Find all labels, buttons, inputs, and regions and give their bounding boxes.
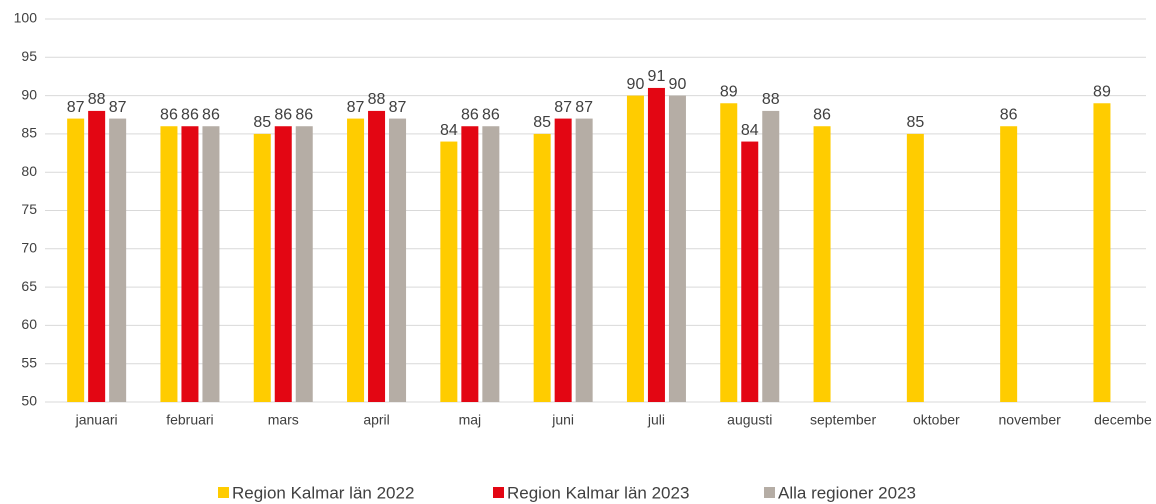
x-tick-label: maj bbox=[459, 412, 482, 428]
bar bbox=[1093, 103, 1111, 402]
value-label: 87 bbox=[109, 99, 127, 116]
y-tick-label: 90 bbox=[21, 86, 37, 102]
y-tick-label: 60 bbox=[21, 316, 37, 332]
legend-swatch bbox=[493, 487, 504, 498]
x-tick-label: november bbox=[999, 412, 1062, 428]
bar bbox=[668, 95, 686, 402]
x-tick-label: februari bbox=[166, 412, 213, 428]
bar bbox=[533, 133, 551, 402]
bar bbox=[575, 118, 593, 402]
value-label: 86 bbox=[295, 106, 313, 123]
bar bbox=[347, 118, 365, 402]
value-label: 86 bbox=[274, 106, 292, 123]
value-label: 85 bbox=[906, 114, 924, 131]
value-label: 86 bbox=[160, 106, 178, 123]
value-label: 88 bbox=[368, 91, 386, 108]
value-label: 87 bbox=[67, 99, 85, 116]
y-tick-label: 80 bbox=[21, 163, 37, 179]
value-label: 86 bbox=[202, 106, 220, 123]
value-label: 91 bbox=[648, 68, 666, 85]
bar bbox=[67, 118, 85, 402]
legend-label: Region Kalmar län 2023 bbox=[507, 483, 689, 502]
x-tick-label: augusti bbox=[727, 412, 772, 428]
legend-label: Region Kalmar län 2022 bbox=[232, 483, 414, 502]
bar bbox=[906, 133, 924, 402]
bar bbox=[626, 95, 644, 402]
bar bbox=[368, 110, 386, 403]
legend-label: Alla regioner 2023 bbox=[778, 483, 916, 502]
x-tick-label: oktober bbox=[913, 412, 960, 428]
y-tick-label: 100 bbox=[14, 10, 38, 26]
bar bbox=[720, 103, 738, 402]
value-label: 86 bbox=[181, 106, 199, 123]
x-tick-label: decembe bbox=[1094, 412, 1152, 428]
y-tick-label: 85 bbox=[21, 125, 37, 141]
bar bbox=[741, 141, 759, 402]
value-label: 84 bbox=[741, 122, 759, 139]
y-tick-label: 65 bbox=[21, 278, 37, 294]
bar bbox=[813, 126, 831, 403]
bar bbox=[88, 110, 106, 403]
value-label: 85 bbox=[253, 114, 271, 131]
bar bbox=[160, 126, 178, 403]
bar bbox=[389, 118, 407, 402]
value-label: 87 bbox=[389, 99, 407, 116]
bar bbox=[440, 141, 458, 402]
x-tick-label: mars bbox=[268, 412, 299, 428]
bar bbox=[274, 126, 292, 403]
value-label: 89 bbox=[720, 83, 738, 100]
value-label: 87 bbox=[575, 99, 593, 116]
x-tick-label: april bbox=[363, 412, 389, 428]
bar bbox=[109, 118, 127, 402]
value-label: 84 bbox=[440, 122, 458, 139]
y-tick-label: 55 bbox=[21, 354, 37, 370]
value-label: 90 bbox=[669, 76, 687, 93]
bar bbox=[461, 126, 479, 403]
bar bbox=[181, 126, 199, 403]
bar bbox=[253, 133, 271, 402]
bar bbox=[647, 87, 665, 402]
x-tick-label: september bbox=[810, 412, 876, 428]
value-label: 86 bbox=[1000, 106, 1018, 123]
bar bbox=[295, 126, 313, 403]
bar bbox=[202, 126, 220, 403]
y-tick-label: 75 bbox=[21, 201, 37, 217]
value-label: 86 bbox=[813, 106, 831, 123]
x-tick-label: januari bbox=[75, 412, 118, 428]
y-tick-label: 50 bbox=[21, 393, 37, 409]
value-label: 89 bbox=[1093, 83, 1111, 100]
value-label: 86 bbox=[482, 106, 500, 123]
x-tick-label: juni bbox=[551, 412, 574, 428]
bar bbox=[482, 126, 500, 403]
bar bbox=[554, 118, 572, 402]
y-tick-label: 95 bbox=[21, 48, 37, 64]
legend-swatch bbox=[764, 487, 775, 498]
value-label: 85 bbox=[533, 114, 551, 131]
bar bbox=[762, 110, 780, 403]
value-label: 86 bbox=[461, 106, 479, 123]
x-tick-label: juli bbox=[647, 412, 665, 428]
bar bbox=[1000, 126, 1018, 403]
value-label: 88 bbox=[762, 91, 780, 108]
legend-swatch bbox=[218, 487, 229, 498]
value-label: 87 bbox=[347, 99, 365, 116]
value-label: 90 bbox=[627, 76, 645, 93]
y-tick-label: 70 bbox=[21, 240, 37, 256]
value-label: 88 bbox=[88, 91, 106, 108]
value-label: 87 bbox=[554, 99, 572, 116]
